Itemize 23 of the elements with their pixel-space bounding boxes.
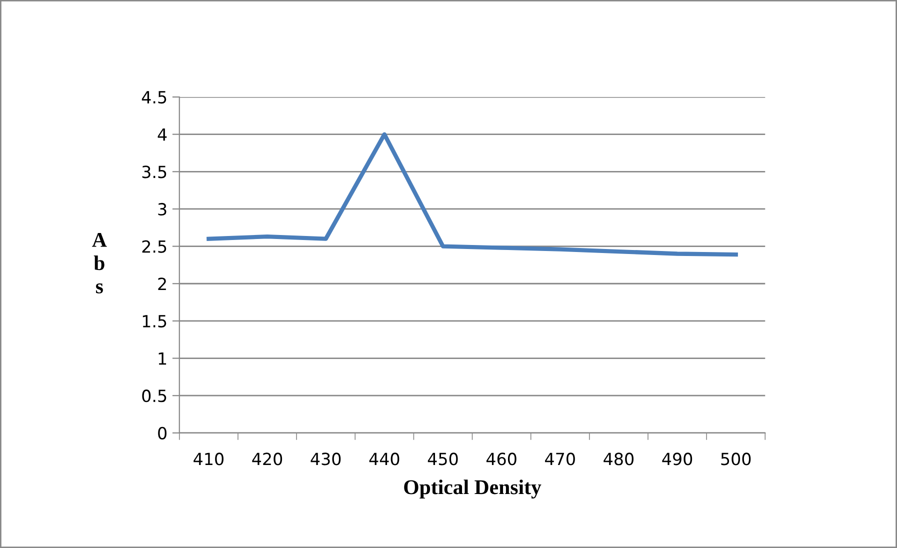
line-series [206, 132, 738, 257]
y-tick-label: 4.5 [142, 91, 166, 104]
x-tick-label: 480 [604, 452, 634, 466]
x-tick-label: 500 [721, 452, 751, 466]
y-axis-title: Abs [92, 232, 107, 294]
y-tick-label: 1 [158, 352, 166, 365]
x-tick-label: 470 [545, 452, 575, 466]
y-tick-label: 3.5 [142, 166, 166, 178]
y-tick-label: 3 [158, 202, 166, 216]
x-tick-label: 450 [428, 452, 458, 466]
x-tick-label: 490 [662, 452, 692, 466]
x-tick-label: 460 [486, 452, 516, 466]
y-tick-label: 2.5 [142, 240, 166, 253]
x-tick-label: 430 [310, 452, 341, 466]
y-tick-label: 0.5 [142, 390, 166, 402]
y-tick-label: 2 [158, 278, 166, 290]
x-axis-title: Optical Density [404, 480, 542, 499]
y-tick-label: 4 [158, 128, 167, 141]
x-tick-label: 420 [252, 452, 282, 466]
y-tick-label: 0 [158, 426, 166, 440]
x-tick-label: 440 [369, 452, 400, 466]
y-tick-label: 1.5 [142, 315, 166, 328]
x-tick-label: 410 [194, 452, 224, 466]
